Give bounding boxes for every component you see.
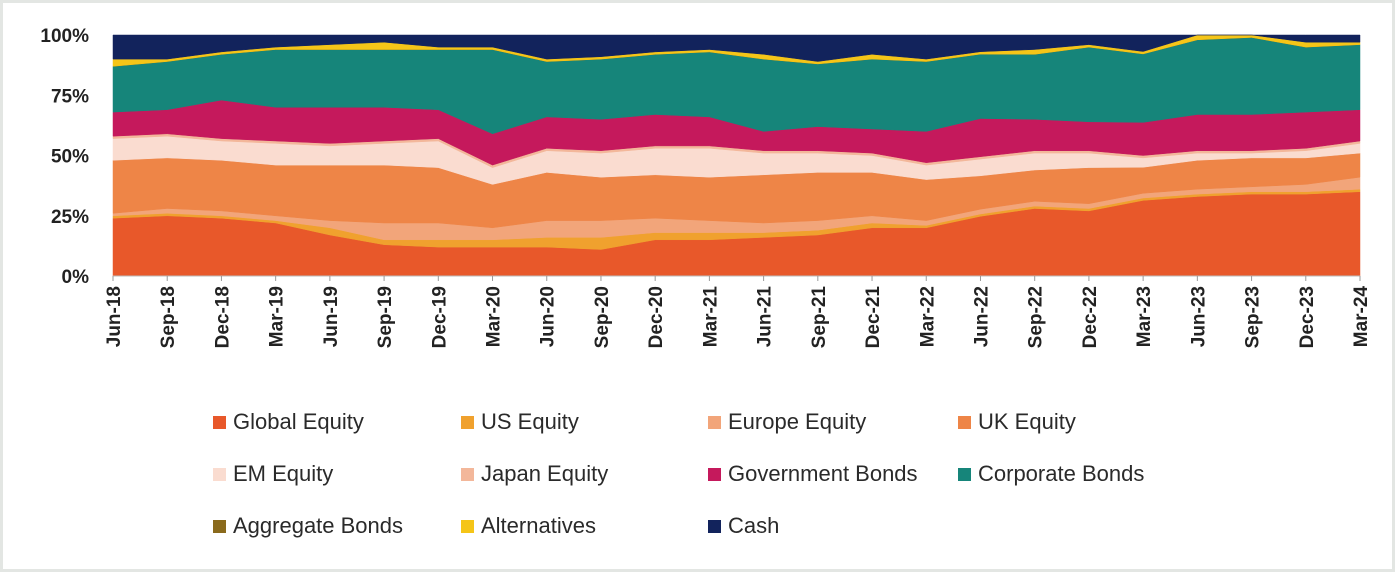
legend-swatch bbox=[708, 415, 721, 429]
x-tick-label: Mar-23 bbox=[1134, 286, 1155, 347]
x-tick-label: Jun-19 bbox=[321, 286, 342, 347]
legend-item: Aggregate Bonds bbox=[213, 511, 403, 541]
x-tick-label: Jun-18 bbox=[104, 286, 125, 347]
legend-label: Aggregate Bonds bbox=[233, 513, 404, 538]
x-tick-label: Dec-20 bbox=[646, 286, 667, 348]
legend-item: UK Equity bbox=[958, 407, 1076, 437]
x-tick-label: Mar-20 bbox=[484, 286, 505, 347]
legend-item: Government Bonds bbox=[708, 459, 918, 489]
legend-swatch bbox=[708, 519, 721, 533]
x-tick-label: Dec-23 bbox=[1297, 286, 1318, 348]
legend-label: US Equity bbox=[481, 409, 579, 434]
legend-swatch bbox=[213, 519, 226, 533]
legend-item: Cash bbox=[708, 511, 779, 541]
x-tick-label: Mar-22 bbox=[917, 286, 938, 347]
legend-swatch bbox=[708, 467, 721, 481]
x-tick-label: Mar-19 bbox=[267, 286, 288, 347]
legend-label: UK Equity bbox=[978, 409, 1076, 434]
area-series-cash bbox=[112, 34, 1361, 62]
legend-item: Alternatives bbox=[461, 511, 596, 541]
legend-label: Japan Equity bbox=[481, 461, 609, 486]
legend-item: Corporate Bonds bbox=[958, 459, 1144, 489]
legend-swatch bbox=[461, 467, 474, 481]
x-tick-label: Jun-20 bbox=[538, 286, 559, 347]
x-tick-label: Jun-22 bbox=[971, 286, 992, 347]
legend-label: Global Equity bbox=[233, 409, 364, 434]
legend-item: US Equity bbox=[461, 407, 579, 437]
legend-label: EM Equity bbox=[233, 461, 334, 486]
legend-label: Cash bbox=[728, 513, 780, 538]
axes-layer: 0% 25% 50% 75% 100% Jun-18 Sep-18 Dec-18 Mar-19 J… bbox=[40, 26, 1372, 348]
legend-label: Alternatives bbox=[481, 513, 596, 538]
x-tick-label: Sep-23 bbox=[1243, 286, 1264, 348]
legend-swatch bbox=[958, 415, 971, 429]
x-tick-label: Mar-21 bbox=[700, 286, 721, 348]
x-tick-label: Sep-22 bbox=[1026, 286, 1047, 348]
y-tick-label: 100% bbox=[40, 26, 89, 47]
x-tick-label: Sep-18 bbox=[158, 286, 179, 348]
x-tick-label: Dec-19 bbox=[429, 286, 450, 348]
x-tick-label: Jun-23 bbox=[1188, 286, 1209, 347]
legend-item: Europe Equity bbox=[708, 407, 866, 437]
stacked-area-chart: 0% 25% 50% 75% 100% Jun-18 Sep-18 Dec-18 Mar-19 J… bbox=[40, 26, 1372, 348]
legend-swatch bbox=[461, 415, 474, 429]
y-tick-label: 25% bbox=[51, 207, 89, 228]
y-tick-label: 75% bbox=[51, 86, 89, 107]
legend-swatch bbox=[213, 415, 226, 429]
x-tick-label: Sep-21 bbox=[809, 286, 830, 349]
y-tick-label: 50% bbox=[51, 147, 89, 168]
legend-label: Government Bonds bbox=[728, 461, 918, 486]
legend-label: Europe Equity bbox=[728, 409, 867, 434]
x-tick-label: Dec-21 bbox=[863, 286, 884, 349]
x-tick-label: Dec-22 bbox=[1080, 286, 1101, 348]
legend-item: Japan Equity bbox=[461, 459, 608, 489]
y-tick-label: 0% bbox=[62, 267, 90, 288]
x-tick-label: Mar-24 bbox=[1351, 286, 1372, 348]
x-tick-label: Jun-21 bbox=[755, 286, 776, 348]
legend-label: Corporate Bonds bbox=[978, 461, 1145, 486]
x-tick-label: Sep-19 bbox=[375, 286, 396, 348]
legend-item: Global Equity bbox=[213, 407, 364, 437]
legend-swatch bbox=[461, 519, 474, 533]
legend-swatch bbox=[958, 467, 971, 481]
x-tick-label: Dec-18 bbox=[212, 286, 233, 348]
legend-swatch bbox=[213, 467, 226, 481]
legend-item: EM Equity bbox=[213, 459, 333, 489]
x-tick-label: Sep-20 bbox=[592, 286, 613, 348]
area-series-layer bbox=[112, 34, 1361, 277]
